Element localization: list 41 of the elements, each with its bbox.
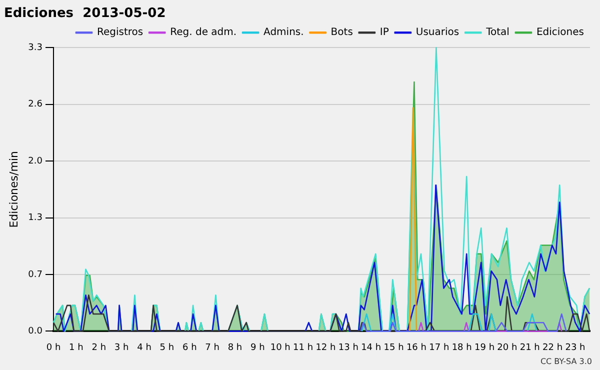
x-tick-label: 18 h bbox=[452, 342, 472, 353]
x-tick-label: 3 h bbox=[114, 342, 129, 353]
y-tick-label: 0.7 bbox=[28, 270, 43, 280]
legend-label: Usuarios bbox=[416, 27, 460, 38]
y-tick-label: 2.6 bbox=[28, 100, 43, 110]
x-tick-label: 2 h bbox=[92, 342, 106, 353]
y-tick-label: 0.0 bbox=[28, 326, 43, 337]
x-tick-label: 11 h bbox=[293, 342, 314, 353]
legend-label: Admins. bbox=[264, 27, 304, 38]
y-tick-label: 3.3 bbox=[28, 42, 43, 53]
x-tick-label: 8 h bbox=[228, 342, 242, 353]
legend-label: Ediciones bbox=[536, 27, 584, 38]
y-axis-title: Ediciones/min bbox=[7, 151, 20, 228]
x-tick-label: 16 h bbox=[406, 342, 426, 353]
x-tick-label: 0 h bbox=[46, 342, 61, 353]
y-tick-label: 1.3 bbox=[28, 213, 43, 224]
legend-label: Total bbox=[485, 27, 510, 38]
x-tick-label: 17 h bbox=[429, 342, 450, 353]
text: CC BY-SA 3.0 bbox=[540, 357, 592, 366]
legend-label: Reg. de adm. bbox=[170, 27, 237, 38]
chart-title: Ediciones 2013-05-02 bbox=[4, 6, 166, 22]
x-tick-label: 7 h bbox=[205, 342, 220, 353]
x-tick-label: 9 h bbox=[250, 342, 265, 353]
x-tick-label: 5 h bbox=[160, 342, 174, 353]
x-tick-label: 19 h bbox=[474, 342, 495, 353]
x-tick-label: 10 h bbox=[270, 342, 290, 353]
legend-label: Bots bbox=[330, 27, 353, 38]
x-tick-label: 22 h bbox=[542, 342, 563, 353]
x-tick-label: 20 h bbox=[497, 342, 518, 353]
x-tick-label: 14 h bbox=[361, 342, 382, 353]
legend-label: IP bbox=[380, 27, 389, 38]
x-tick-label: 1 h bbox=[69, 342, 84, 353]
x-tick-label: 13 h bbox=[338, 342, 358, 353]
x-tick-label: 6 h bbox=[182, 342, 197, 353]
x-tick-label: 12 h bbox=[316, 342, 336, 353]
x-tick-label: 21 h bbox=[520, 342, 540, 353]
legend-label: Registros bbox=[96, 27, 144, 38]
y-tick-label: 2.0 bbox=[28, 156, 43, 166]
x-tick-label: 23 h bbox=[565, 342, 586, 353]
x-tick-label: 4 h bbox=[137, 342, 152, 353]
x-tick-label: 15 h bbox=[384, 342, 404, 353]
